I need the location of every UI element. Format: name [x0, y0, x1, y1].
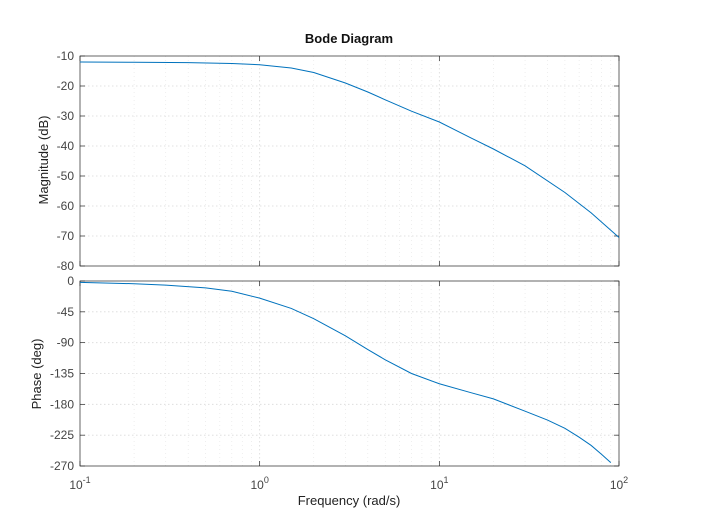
x-tick-label-base: 10 [69, 478, 83, 492]
phase-y-tick-label: -90 [57, 336, 75, 350]
chart-title: Bode Diagram [305, 31, 393, 46]
x-tick-label: 102 [610, 475, 628, 492]
x-tick-label-exponent: 1 [444, 475, 449, 485]
magnitude-y-tick-label: -80 [57, 259, 75, 273]
magnitude-y-tick-label: -20 [57, 79, 75, 93]
x-tick-label: 10-1 [69, 475, 90, 492]
x-tick-label-exponent: 2 [623, 475, 628, 485]
magnitude-y-axis-label: Magnitude (dB) [36, 116, 51, 205]
x-tick-label-base: 10 [610, 478, 624, 492]
x-axis-label: Frequency (rad/s) [298, 493, 401, 508]
phase-y-tick-label: -135 [50, 367, 74, 381]
magnitude-y-tick-label: -60 [57, 199, 75, 213]
x-tick-label-base: 10 [430, 478, 444, 492]
phase-y-tick-label: -45 [57, 305, 75, 319]
x-tick-label-base: 10 [250, 478, 264, 492]
phase-y-tick-label: -225 [50, 428, 74, 442]
x-tick-label: 101 [430, 475, 448, 492]
phase-plot: 0 -45 -90 -135 -180 -225 -270 [50, 274, 620, 473]
magnitude-response-line [79, 61, 620, 238]
magnitude-y-tick-label: -30 [57, 109, 75, 123]
phase-axes-box [79, 280, 620, 467]
phase-y-tick-label: -180 [50, 397, 74, 411]
phase-response-line [79, 281, 612, 463]
phase-y-tick-label: -270 [50, 459, 74, 473]
x-tick-label-exponent: 0 [264, 475, 269, 485]
magnitude-axes-box [79, 55, 620, 267]
x-tick-label: 100 [250, 475, 268, 492]
phase-y-axis-label: Phase (deg) [29, 339, 44, 410]
magnitude-y-tick-label: -10 [57, 49, 75, 63]
x-tick-label-exponent: -1 [83, 475, 91, 485]
x-tick-labels: 10-1 100 101 102 [69, 475, 628, 492]
magnitude-y-tick-label: -50 [57, 169, 75, 183]
magnitude-y-tick-label: -40 [57, 139, 75, 153]
magnitude-y-tick-label: -70 [57, 229, 75, 243]
phase-y-tick-label: 0 [67, 274, 74, 288]
magnitude-plot: -10 -20 -30 -40 -50 -60 -70 -80 [57, 49, 620, 273]
